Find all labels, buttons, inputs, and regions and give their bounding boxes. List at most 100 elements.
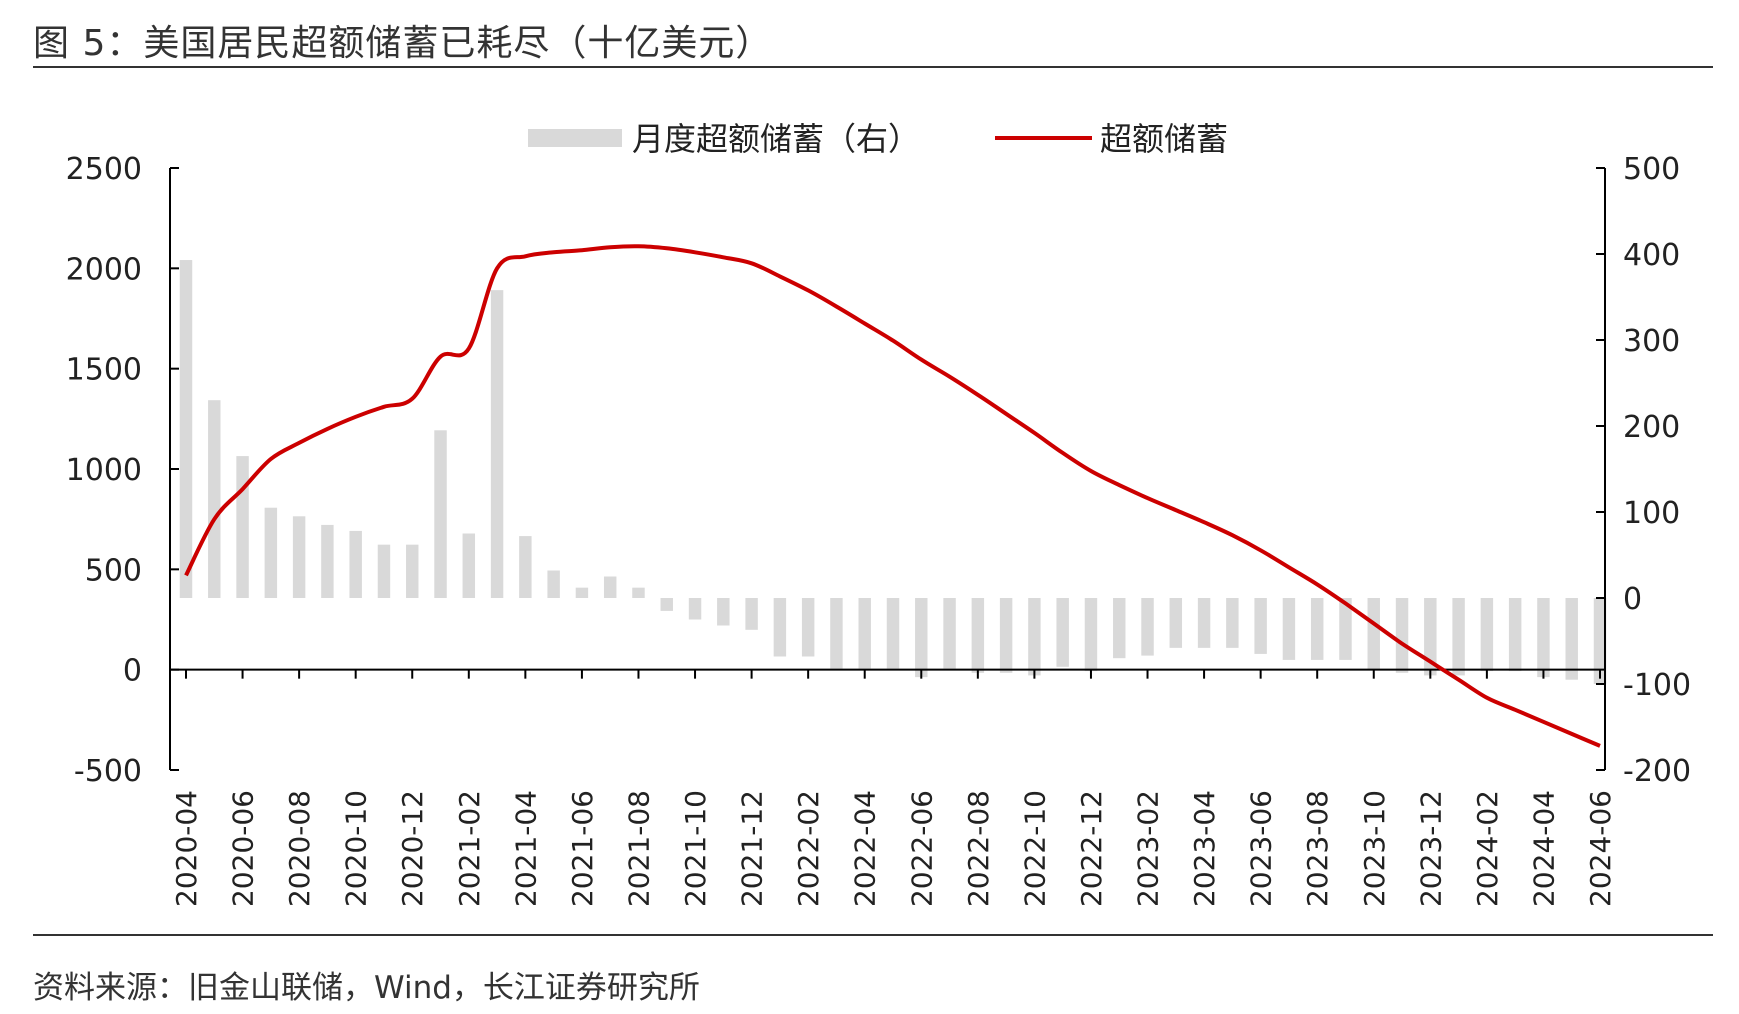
bar-2021-09 (660, 598, 673, 611)
x-tick-label: 2022-08 (962, 790, 995, 907)
line-series (184, 244, 1601, 748)
right-y-axis-ticks: 500 400 300 200 100 0 -100 -200 (1596, 152, 1691, 789)
bar-2022-12 (1084, 598, 1098, 672)
x-tick-label: 2020-06 (227, 790, 260, 907)
title-rule (33, 66, 1713, 68)
right-tick-label: -100 (1623, 668, 1691, 703)
bar-2023-03 (1169, 598, 1183, 648)
right-tick-label: 100 (1623, 496, 1680, 531)
bar-2022-04 (858, 598, 871, 669)
left-y-axis-ticks: 2500 2000 1500 1000 500 0 -500 (66, 152, 179, 789)
line-超额储蓄 (184, 244, 1601, 748)
figure-title: 图 5：美国居民超额储蓄已耗尽（十亿美元） (33, 23, 773, 64)
right-tick-label: -200 (1623, 754, 1691, 789)
bar-2023-02 (1141, 598, 1154, 656)
bar-2023-09 (1339, 598, 1352, 660)
bar-2023-06 (1254, 598, 1267, 654)
right-tick-label: 200 (1623, 410, 1680, 445)
right-tick-label: 400 (1623, 238, 1680, 273)
x-tick-label: 2023-06 (1245, 790, 1278, 907)
axes (169, 168, 1606, 770)
bar-2021-01 (434, 430, 447, 598)
x-tick-label: 2020-10 (340, 790, 373, 907)
bar-2021-04 (519, 536, 532, 598)
bar-2023-11 (1395, 598, 1409, 673)
left-tick-label: -500 (74, 754, 142, 789)
bar-2022-03 (830, 598, 843, 669)
source-note: 资料来源：旧金山联储，Wind，长江证券研究所 (33, 970, 700, 1006)
x-tick-label: 2024-04 (1527, 790, 1560, 907)
bar-2024-01 (1452, 598, 1465, 676)
bar-2021-11 (717, 598, 730, 626)
right-tick-label: 300 (1623, 324, 1680, 359)
x-tick-label: 2022-04 (849, 790, 882, 907)
x-tick-label: 2023-10 (1358, 790, 1391, 907)
x-tick-label: 2021-04 (509, 790, 542, 907)
bar-2023-08 (1310, 598, 1324, 660)
bar-2021-05 (547, 570, 560, 598)
x-tick-label: 2024-02 (1471, 790, 1504, 907)
bar-2021-02 (462, 533, 476, 598)
bar-series (179, 260, 1607, 684)
bar-2023-05 (1226, 598, 1239, 648)
legend-bar-label: 月度超额储蓄（右） (632, 120, 920, 158)
right-tick-label: 0 (1623, 582, 1642, 617)
bar-2021-06 (575, 587, 589, 598)
bar-2022-08 (971, 598, 985, 673)
footer-rule (33, 934, 1713, 936)
left-tick-label: 500 (85, 553, 142, 588)
bar-2021-08 (632, 587, 645, 598)
bar-2022-02 (801, 598, 815, 657)
x-tick-label: 2022-06 (905, 790, 938, 907)
bar-2022-10 (1028, 598, 1041, 676)
x-axis-ticks: 2020-04 2020-06 2020-08 2020-10 2020-12 2021-… (170, 669, 1617, 907)
left-tick-label: 1000 (66, 453, 142, 488)
bar-2020-04 (179, 260, 193, 598)
bar-2023-12 (1424, 598, 1437, 676)
bar-2020-05 (208, 400, 221, 598)
bar-2024-03 (1508, 598, 1522, 672)
left-tick-label: 0 (123, 654, 142, 689)
bar-2022-11 (1056, 598, 1069, 667)
bar-2021-03 (490, 290, 504, 598)
bar-2024-04 (1537, 598, 1550, 678)
left-tick-label: 2500 (66, 152, 142, 187)
bar-2020-10 (349, 530, 362, 598)
x-tick-label: 2020-08 (283, 790, 316, 907)
x-tick-label: 2023-04 (1188, 790, 1221, 907)
left-tick-label: 2000 (66, 252, 142, 287)
x-tick-label: 2022-10 (1018, 790, 1051, 907)
bar-2023-10 (1367, 598, 1380, 671)
x-tick-label: 2022-02 (792, 790, 825, 907)
legend: 月度超额储蓄（右） 超额储蓄 (528, 120, 1228, 158)
right-tick-label: 500 (1623, 152, 1680, 187)
x-tick-label: 2020-04 (170, 790, 203, 907)
x-tick-label: 2020-12 (396, 790, 429, 907)
x-tick-label: 2021-10 (679, 790, 712, 907)
left-tick-label: 1500 (66, 353, 142, 388)
bar-2022-07 (943, 598, 956, 669)
bar-2021-10 (688, 598, 702, 620)
bar-2021-12 (745, 598, 758, 630)
x-tick-label: 2023-02 (1132, 790, 1165, 907)
bar-2022-05 (886, 598, 900, 669)
x-tick-label: 2022-12 (1075, 790, 1108, 907)
legend-bar-swatch (528, 129, 622, 147)
bar-2024-05 (1565, 598, 1578, 680)
bar-2020-11 (377, 544, 391, 598)
bar-2024-02 (1480, 598, 1494, 672)
x-tick-label: 2021-08 (622, 790, 655, 907)
bar-2020-07 (264, 507, 278, 598)
bar-2023-07 (1282, 598, 1296, 660)
x-tick-label: 2023-08 (1301, 790, 1334, 907)
bar-2023-01 (1113, 598, 1126, 659)
bar-2022-01 (773, 598, 787, 657)
bar-2024-06 (1593, 598, 1607, 684)
x-tick-label: 2024-06 (1584, 790, 1617, 907)
x-tick-label: 2021-02 (453, 790, 486, 907)
bar-2020-12 (406, 544, 419, 598)
bar-2020-08 (292, 516, 306, 598)
bar-2023-04 (1197, 598, 1211, 648)
x-tick-label: 2021-06 (566, 790, 599, 907)
bar-2022-06 (915, 598, 928, 678)
